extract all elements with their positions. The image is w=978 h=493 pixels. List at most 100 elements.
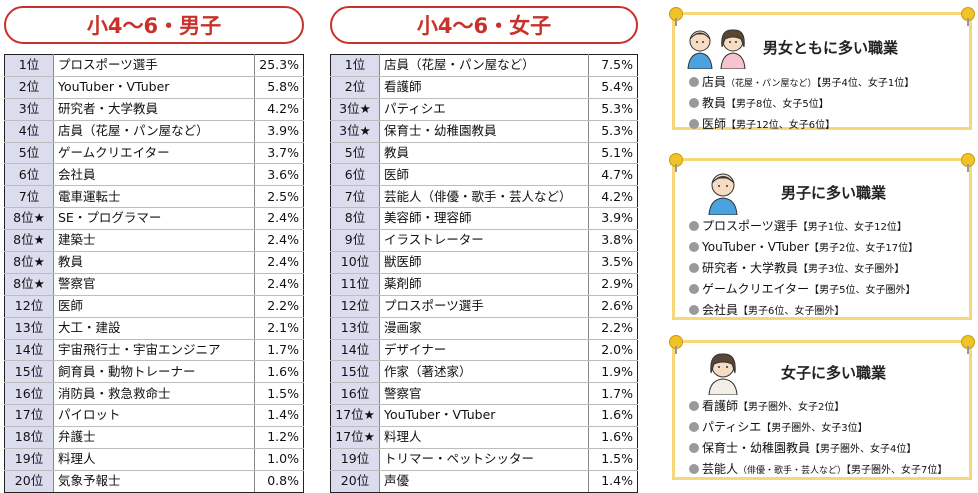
- occupation-cell: 料理人: [53, 448, 255, 471]
- item-note: （花屋・パン屋など）: [726, 79, 817, 89]
- pushpin-icon: [961, 153, 975, 172]
- item-name: 芸能人: [702, 462, 739, 476]
- occupation-cell: パティシエ: [379, 98, 589, 121]
- occupation-cell: デザイナー: [379, 339, 589, 362]
- bullet-icon: [689, 422, 699, 432]
- percent-cell: 2.6%: [588, 295, 638, 318]
- table-row: 13位 漫画家 2.2%: [330, 317, 638, 340]
- table-row: 17位 パイロット 1.4%: [4, 404, 304, 428]
- rank-cell: 17位★: [330, 404, 380, 428]
- percent-cell: 2.9%: [588, 272, 638, 296]
- table-row: 19位 料理人 1.0%: [4, 448, 304, 471]
- girls-ranking-title: 小4～6・女子: [330, 6, 638, 44]
- item-name: ゲームクリエイター: [702, 282, 810, 296]
- percent-cell: 2.2%: [588, 317, 638, 340]
- occupation-cell: トリマー・ペットシッター: [379, 448, 589, 471]
- bullet-icon: [689, 464, 699, 474]
- rank-cell: 17位★: [330, 426, 380, 450]
- table-row: 8位★ SE・プログラマー 2.4%: [4, 207, 304, 231]
- list-item: 研究者・大学教員【男子3位、女子圏外】: [689, 259, 969, 280]
- table-row: 5位 教員 5.1%: [330, 142, 638, 165]
- item-rank-detail: 【男子圏外、女子4位】: [810, 444, 917, 455]
- item-name: 店員: [702, 75, 727, 89]
- table-row: 9位 イラストレーター 3.8%: [330, 229, 638, 253]
- percent-cell: 5.3%: [588, 98, 638, 121]
- occupation-cell: ゲームクリエイター: [53, 142, 255, 165]
- boys-ranking: 小4～6・男子 1位 プロスポーツ選手 25.3% 2位 YouTuber・VTuber…: [4, 0, 304, 493]
- item-name: プロスポーツ選手: [702, 219, 798, 233]
- table-row: 16位 警察官 1.7%: [330, 382, 638, 406]
- item-name: 医師: [702, 117, 727, 131]
- table-row: 2位 YouTuber・VTuber 5.8%: [4, 76, 304, 99]
- occupation-cell: 教員: [379, 142, 589, 165]
- occupation-cell: 店員（花屋・パン屋など）: [53, 119, 255, 143]
- table-row: 3位 研究者・大学教員 4.2%: [4, 98, 304, 121]
- table-row: 6位 医師 4.7%: [330, 163, 638, 187]
- card-both-common: 男女ともに多い職業 店員（花屋・パン屋など）【男子4位、女子1位】 教員【男子8位…: [669, 7, 975, 131]
- percent-cell: 1.7%: [588, 382, 638, 406]
- table-row: 1位 店員（花屋・パン屋など） 7.5%: [330, 54, 638, 77]
- percent-cell: 2.1%: [254, 317, 304, 340]
- table-row: 5位 ゲームクリエイター 3.7%: [4, 142, 304, 165]
- percent-cell: 4.7%: [588, 163, 638, 187]
- occupation-cell: 警察官: [53, 272, 255, 296]
- percent-cell: 2.4%: [254, 251, 304, 274]
- rank-cell: 8位★: [4, 272, 54, 296]
- rank-cell: 14位: [330, 339, 380, 362]
- occupation-cell: 気象予報士: [53, 470, 255, 493]
- percent-cell: 1.6%: [588, 404, 638, 428]
- table-row: 12位 プロスポーツ選手 2.6%: [330, 295, 638, 318]
- percent-cell: 3.7%: [254, 142, 304, 165]
- item-name: 教員: [702, 96, 727, 110]
- item-name: 研究者・大学教員: [702, 261, 799, 275]
- percent-cell: 1.2%: [254, 426, 304, 450]
- percent-cell: 1.0%: [254, 448, 304, 471]
- table-row: 11位 薬剤師 2.9%: [330, 272, 638, 296]
- item-name: 会社員: [702, 303, 739, 317]
- rank-cell: 3位★: [330, 98, 380, 121]
- occupation-cell: 宇宙飛行士・宇宙エンジニア: [53, 339, 255, 362]
- occupation-cell: 建築士: [53, 229, 255, 253]
- table-row: 14位 デザイナー 2.0%: [330, 339, 638, 362]
- rank-cell: 1位: [330, 54, 380, 77]
- table-row: 20位 気象予報士 0.8%: [4, 470, 304, 493]
- bullet-icon: [689, 77, 699, 87]
- percent-cell: 1.9%: [588, 360, 638, 384]
- item-note: （俳優・歌手・芸人など）: [738, 466, 847, 476]
- table-row: 14位 宇宙飛行士・宇宙エンジニア 1.7%: [4, 339, 304, 362]
- rank-cell: 13位: [330, 317, 380, 340]
- list-item: パティシエ【男子圏外、女子3位】: [689, 418, 969, 439]
- list-item: YouTuber・VTuber【男子2位、女子17位】: [689, 238, 969, 259]
- percent-cell: 5.8%: [254, 76, 304, 99]
- occupation-cell: 大工・建設: [53, 317, 255, 340]
- item-name: 看護師: [702, 399, 739, 413]
- occupation-cell: プロスポーツ選手: [53, 54, 255, 77]
- percent-cell: 2.0%: [588, 339, 638, 362]
- percent-cell: 7.5%: [588, 54, 638, 77]
- percent-cell: 4.2%: [254, 98, 304, 121]
- item-rank-detail: 【男子圏外、女子2位】: [738, 402, 845, 413]
- percent-cell: 3.9%: [254, 119, 304, 143]
- percent-cell: 3.6%: [254, 163, 304, 187]
- item-rank-detail: 【男子圏外、女子7位】: [846, 465, 948, 476]
- item-rank-detail: 【男子圏外、女子3位】: [761, 423, 868, 434]
- table-row: 2位 看護師 5.4%: [330, 76, 638, 99]
- bullet-icon: [689, 443, 699, 453]
- percent-cell: 5.3%: [588, 119, 638, 143]
- percent-cell: 1.6%: [588, 426, 638, 450]
- table-row: 16位 消防員・救急救命士 1.5%: [4, 382, 304, 406]
- rank-cell: 5位: [4, 142, 54, 165]
- bullet-icon: [689, 401, 699, 411]
- table-row: 18位 弁護士 1.2%: [4, 426, 304, 450]
- pushpin-icon: [669, 7, 683, 26]
- rank-cell: 15位: [4, 360, 54, 384]
- occupation-cell: 電車運転士: [53, 185, 255, 209]
- rank-cell: 16位: [330, 382, 380, 406]
- table-row: 17位★ YouTuber・VTuber 1.6%: [330, 404, 638, 428]
- occupation-cell: 声優: [379, 470, 589, 493]
- percent-cell: 5.4%: [588, 76, 638, 99]
- list-item: 芸能人（俳優・歌手・芸人など）【男子圏外、女子7位】: [689, 460, 969, 481]
- occupation-cell: 保育士・幼稚園教員: [379, 119, 589, 143]
- occupation-cell: イラストレーター: [379, 229, 589, 253]
- rank-cell: 11位: [330, 272, 380, 296]
